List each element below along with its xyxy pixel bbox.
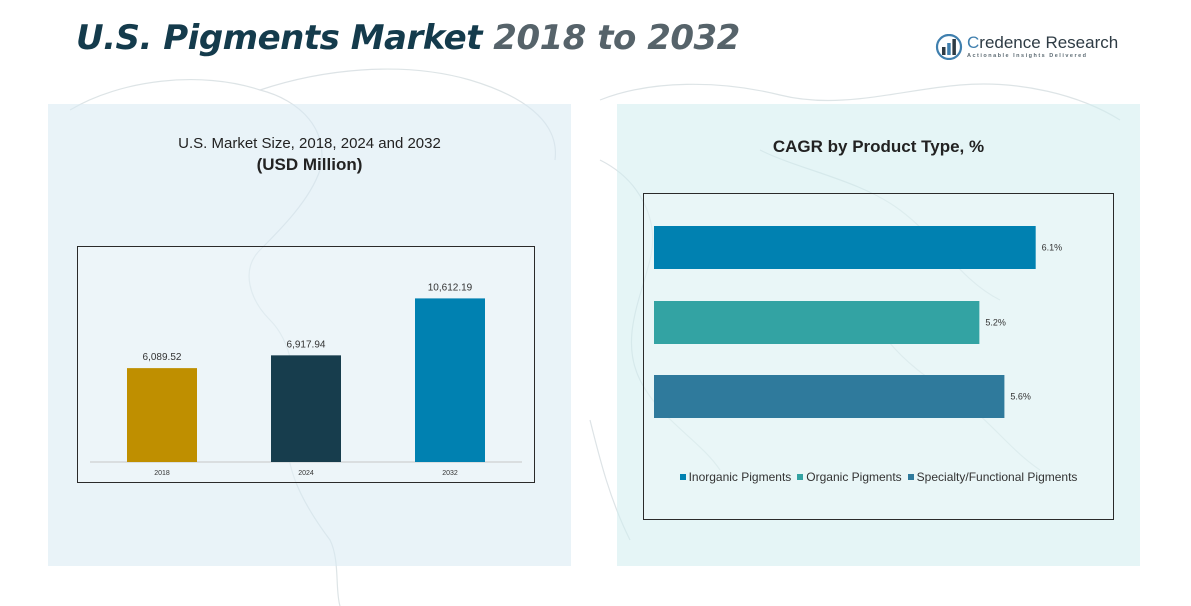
bar-2032 bbox=[415, 298, 485, 462]
legend-label: Inorganic Pigments bbox=[688, 470, 792, 484]
cagr-panel: CAGR by Product Type, % 6.1% 5.2% 5.6% Ino… bbox=[617, 104, 1140, 566]
cagr-chart: 6.1% 5.2% 5.6% Inorganic Pigments Organic P… bbox=[643, 193, 1114, 520]
legend-item: Organic Pigments bbox=[797, 470, 902, 484]
cagr-legend: Inorganic Pigments Organic Pigments Specia… bbox=[644, 470, 1113, 484]
logo-icon bbox=[935, 34, 963, 60]
cagr-bar bbox=[654, 226, 1036, 269]
bar-value-label: 6,089.52 bbox=[143, 352, 182, 363]
bar-value-label: 6,917.94 bbox=[287, 339, 326, 350]
market-size-title: U.S. Market Size, 2018, 2024 and 2032 bbox=[178, 135, 441, 152]
legend-swatch bbox=[797, 474, 804, 480]
x-tick-label: 2018 bbox=[154, 470, 170, 477]
bar-2018 bbox=[127, 368, 197, 462]
cagr-value-label: 6.1% bbox=[1042, 243, 1063, 253]
company-logo: Credence Research Actionable Insights De… bbox=[935, 32, 1119, 64]
cagr-value-label: 5.2% bbox=[985, 318, 1006, 328]
title-main: U.S. Pigments Market bbox=[76, 18, 482, 58]
legend-item: Inorganic Pigments bbox=[679, 470, 792, 484]
bar-2024 bbox=[271, 355, 341, 462]
x-tick-label: 2024 bbox=[298, 470, 314, 477]
market-size-chart-svg: 6,089.52 2018 6,917.94 2024 10,612.19 2032 bbox=[90, 282, 522, 477]
legend-swatch bbox=[679, 474, 686, 480]
legend-item: Specialty/Functional Pigments bbox=[907, 470, 1078, 484]
legend-swatch bbox=[907, 474, 914, 480]
legend-label: Specialty/Functional Pigments bbox=[916, 470, 1078, 484]
logo-tagline: Actionable Insights Delivered bbox=[967, 53, 1088, 59]
logo-name: Credence Research bbox=[967, 33, 1119, 52]
cagr-title: CAGR by Product Type, % bbox=[772, 137, 985, 156]
legend-label: Organic Pigments bbox=[806, 470, 902, 484]
page-title: U.S. Pigments Market 2018 to 2032 bbox=[76, 18, 740, 58]
cagr-bar bbox=[654, 301, 980, 344]
market-size-chart: 6,089.52 2018 6,917.94 2024 10,612.19 2032 bbox=[77, 246, 535, 483]
cagr-value-label: 5.6% bbox=[1010, 392, 1031, 402]
cagr-bar bbox=[654, 375, 1005, 418]
bar-value-label: 10,612.19 bbox=[428, 282, 473, 293]
cagr-chart-svg: 6.1% 5.2% 5.6% bbox=[654, 226, 1063, 418]
x-tick-label: 2032 bbox=[442, 470, 458, 477]
market-size-unit: (USD Million) bbox=[256, 155, 363, 174]
title-years: 2018 to 2032 bbox=[481, 18, 740, 58]
market-size-panel: U.S. Market Size, 2018, 2024 and 2032 (U… bbox=[48, 104, 571, 566]
